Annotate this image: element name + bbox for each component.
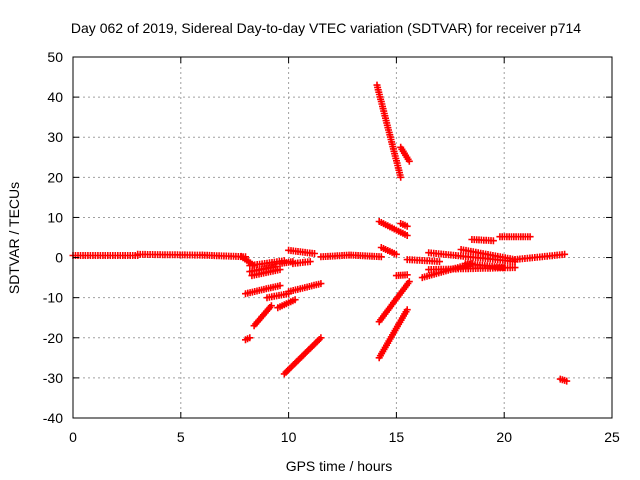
data-point-markers xyxy=(397,220,411,230)
data-point-markers xyxy=(250,302,275,330)
data-series-segment xyxy=(457,246,519,264)
data-point-markers xyxy=(263,290,293,302)
data-series-segment xyxy=(69,252,142,259)
data-series-segment xyxy=(375,218,411,239)
data-point-markers xyxy=(375,278,413,326)
axis-ticks: 0 5 10 15 20 25 -40 -30 -20 -10 0 10 20 30 40 50 xyxy=(43,49,620,445)
x-tick-label: 5 xyxy=(177,429,185,445)
data-point-markers xyxy=(403,256,443,266)
data-point-markers xyxy=(280,334,325,378)
data-series-segment xyxy=(397,143,413,165)
data-point-markers xyxy=(397,143,413,165)
data-series-segment xyxy=(347,251,385,261)
plot-frame xyxy=(72,56,613,419)
chart-title: Day 062 of 2019, Sidereal Day-to-day VTE… xyxy=(71,20,581,36)
data-series-segment xyxy=(280,334,325,378)
data-point-markers xyxy=(285,246,318,257)
y-tick-label: -10 xyxy=(43,290,63,306)
data-series-segment xyxy=(468,236,497,245)
data-point-markers xyxy=(375,306,411,362)
y-tick-label: -40 xyxy=(43,410,63,426)
y-axis-label: SDTVAR / TECUs xyxy=(6,182,22,294)
data-point-markers xyxy=(317,251,353,261)
data-point-markers xyxy=(511,250,569,264)
data-point-markers xyxy=(242,334,254,344)
data-point-markers xyxy=(496,233,534,241)
data-point-markers xyxy=(375,218,411,239)
data-series-segment xyxy=(375,278,413,326)
data-point-markers xyxy=(285,280,325,296)
data-series-segment xyxy=(285,246,318,257)
x-tick-label: 25 xyxy=(604,429,620,445)
data-series-segment xyxy=(274,296,299,312)
data-series-segment xyxy=(134,250,206,259)
data-series-segment xyxy=(289,258,314,268)
data-series-segment xyxy=(242,282,284,298)
data-point-markers xyxy=(242,282,284,298)
data-series-segment xyxy=(392,271,411,280)
data-point-markers xyxy=(248,266,284,280)
data-point-markers xyxy=(468,236,497,245)
data-point-markers xyxy=(457,246,519,264)
data-series-segment xyxy=(250,302,275,330)
data-point-markers xyxy=(347,251,385,261)
data-point-markers xyxy=(373,81,405,181)
data-point-markers xyxy=(392,271,411,280)
data-series-segment xyxy=(461,260,508,272)
data-series-segment xyxy=(403,256,443,266)
data-point-markers xyxy=(246,262,280,276)
y-tick-label: 30 xyxy=(47,129,63,145)
data-series-segment xyxy=(375,306,411,362)
data-point-markers xyxy=(377,244,400,258)
data-point-markers xyxy=(289,258,314,268)
x-axis-label: GPS time / hours xyxy=(286,458,393,474)
data-series-segment xyxy=(263,290,293,302)
data-series-segment xyxy=(377,244,400,258)
y-tick-label: -20 xyxy=(43,330,63,346)
data-series-segment xyxy=(246,262,280,276)
x-tick-label: 20 xyxy=(496,429,512,445)
y-tick-label: 20 xyxy=(47,169,63,185)
data-series-segment xyxy=(317,251,353,261)
data-series-segment xyxy=(397,220,411,230)
data-series-segment xyxy=(285,280,325,296)
y-tick-label: 40 xyxy=(47,89,63,105)
data-series-segment xyxy=(248,266,284,280)
data-point-markers xyxy=(556,375,571,385)
data-point-markers xyxy=(274,296,299,312)
x-tick-label: 15 xyxy=(389,429,405,445)
data-point-markers xyxy=(461,260,508,272)
y-tick-label: 0 xyxy=(55,250,63,266)
y-tick-label: 50 xyxy=(47,49,63,65)
data-series-segment xyxy=(496,233,534,241)
x-tick-label: 10 xyxy=(281,429,297,445)
data-series-segment xyxy=(511,250,569,264)
data-point-markers xyxy=(134,250,206,259)
data-point-markers xyxy=(69,252,142,259)
y-tick-label: 10 xyxy=(47,209,63,225)
x-tick-label: 0 xyxy=(69,429,77,445)
data-series-segment xyxy=(373,81,405,181)
data-series-segment xyxy=(242,334,254,344)
data-series-segment xyxy=(556,375,571,385)
y-tick-label: -30 xyxy=(43,370,63,386)
data-marks xyxy=(69,81,571,385)
